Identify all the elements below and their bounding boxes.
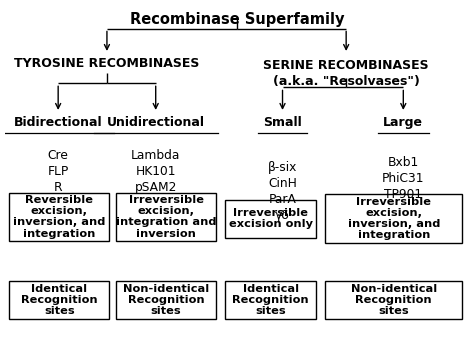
Text: Non-identical
Recognition
sites: Non-identical Recognition sites [351,284,437,316]
Text: Lambda
HK101
pSAM2: Lambda HK101 pSAM2 [131,149,181,194]
FancyBboxPatch shape [226,200,316,238]
FancyBboxPatch shape [226,281,316,319]
Text: Identical
Recognition
sites: Identical Recognition sites [21,284,98,316]
FancyBboxPatch shape [9,281,109,319]
Text: Reversible
excision,
inversion, and
integration: Reversible excision, inversion, and inte… [13,195,106,239]
FancyBboxPatch shape [325,281,462,319]
Text: TYROSINE RECOMBINASES: TYROSINE RECOMBINASES [14,57,200,70]
Text: Bxb1
PhiC31
TP901: Bxb1 PhiC31 TP901 [382,156,425,201]
Text: SERINE RECOMBINASES
(a.k.a. "Resolvases"): SERINE RECOMBINASES (a.k.a. "Resolvases"… [264,59,429,88]
FancyBboxPatch shape [9,193,109,241]
Text: Irreversible
excision only: Irreversible excision only [228,208,313,229]
Text: β-six
CinH
ParA
γδ: β-six CinH ParA γδ [268,161,297,222]
FancyBboxPatch shape [116,281,216,319]
Text: Bidirectional: Bidirectional [14,116,102,129]
FancyBboxPatch shape [325,194,462,243]
Text: Cre
FLP
R: Cre FLP R [47,149,69,194]
Text: Irreversible
excision,
integration and
inversion: Irreversible excision, integration and i… [116,195,217,239]
Text: Non-identical
Recognition
sites: Non-identical Recognition sites [123,284,210,316]
Text: Recombinase Superfamily: Recombinase Superfamily [130,12,344,27]
Text: Irreversible
excision,
inversion, and
integration: Irreversible excision, inversion, and in… [347,197,440,240]
Text: Large: Large [383,116,423,129]
Text: Identical
Recognition
sites: Identical Recognition sites [232,284,309,316]
Text: Small: Small [263,116,302,129]
FancyBboxPatch shape [116,193,216,241]
Text: Unidirectional: Unidirectional [107,116,205,129]
